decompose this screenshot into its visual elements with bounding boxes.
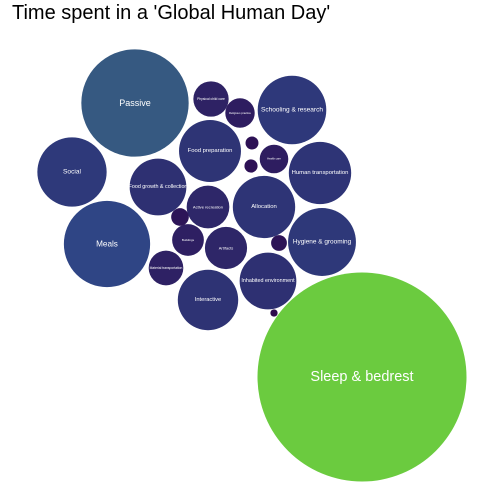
bubble-label-inhabited-environment: Inhabited environment xyxy=(241,278,295,284)
bubble-label-human-transportation: Human transportation xyxy=(292,170,349,176)
bubble-sleep-and-bedrest xyxy=(257,272,467,482)
bubble-label-buildings: Buildings xyxy=(182,238,195,242)
bubble-unlabeled-20 xyxy=(271,235,287,251)
bubble-physical-child-care xyxy=(193,81,229,117)
bubble-label-physical-child-care: Physical child care xyxy=(197,97,225,101)
bubble-food-preparation xyxy=(179,120,241,182)
bubble-label-hygiene-and-grooming: Hygiene & grooming xyxy=(293,239,352,246)
bubble-label-religious-practice: Religious practice xyxy=(229,111,251,115)
bubble-passive xyxy=(81,49,189,157)
bubble-label-health-care: Health care xyxy=(267,157,281,161)
bubble-label-food-growth-and-collection: Food growth & collection xyxy=(129,184,188,190)
bubble-unlabeled-23 xyxy=(270,309,278,317)
bubble-label-interactive: Interactive xyxy=(195,297,221,303)
bubble-interactive xyxy=(177,269,239,331)
bubble-label-meals: Meals xyxy=(96,240,118,249)
bubble-food-growth-and-collection xyxy=(129,158,187,216)
bubble-label-allocation: Allocation xyxy=(251,204,277,210)
bubble-schooling-and-research xyxy=(257,75,327,145)
bubble-human-transportation xyxy=(288,141,352,205)
bubble-label-food-preparation: Food preparation xyxy=(188,148,233,154)
bubble-label-sleep-and-bedrest: Sleep & bedrest xyxy=(310,369,413,385)
bubble-label-artifacts: Artifacts xyxy=(219,246,233,251)
bubble-artifacts xyxy=(204,226,248,270)
bubble-label-schooling-and-research: Schooling & research xyxy=(261,107,323,114)
bubble-label-passive: Passive xyxy=(119,98,151,108)
bubble-inhabited-environment xyxy=(239,252,297,310)
bubble-label-active-recreation: Active recreation xyxy=(193,205,223,210)
bubble-unlabeled-19 xyxy=(171,208,189,226)
bubble-buildings xyxy=(172,224,204,256)
bubble-religious-practice xyxy=(225,98,255,128)
bubble-allocation xyxy=(232,175,296,239)
bubble-label-material-transportation: Material transportation xyxy=(150,266,183,270)
chart-title: Time spent in a 'Global Human Day' xyxy=(12,2,331,24)
bubble-unlabeled-21 xyxy=(244,159,258,173)
bubble-meals xyxy=(63,200,151,288)
bubble-hygiene-and-grooming xyxy=(288,208,356,276)
bubble-active-recreation xyxy=(186,185,230,229)
bubble-material-transportation xyxy=(148,250,184,286)
bubble-label-social: Social xyxy=(63,169,81,176)
bubble-health-care xyxy=(259,144,289,174)
bubble-unlabeled-22 xyxy=(245,136,259,150)
bubble-social xyxy=(37,137,107,207)
